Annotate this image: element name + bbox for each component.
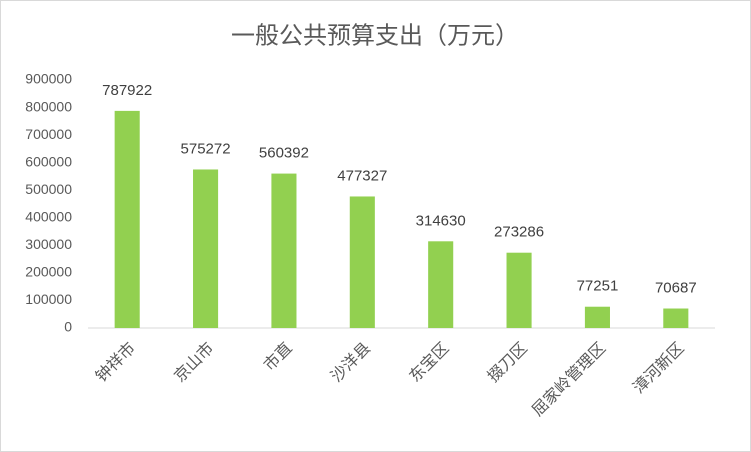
- y-tick-label: 900000: [25, 71, 72, 87]
- bar: [114, 110, 140, 328]
- y-tick-label: 700000: [25, 126, 72, 142]
- y-tick-label: 200000: [25, 264, 72, 280]
- bar: [506, 252, 532, 328]
- bar: [349, 196, 375, 328]
- data-label: 575272: [181, 140, 231, 157]
- bar: [663, 308, 689, 328]
- y-tick-label: 100000: [25, 291, 72, 307]
- data-label: 314630: [416, 212, 466, 229]
- y-tick-label: 300000: [25, 236, 72, 252]
- bar: [193, 169, 219, 328]
- data-label: 70687: [655, 279, 697, 296]
- bar: [584, 306, 610, 328]
- chart-title: 一般公共预算支出（万元）: [231, 22, 519, 49]
- y-tick-label: 800000: [25, 98, 72, 114]
- y-tick-label: 500000: [25, 181, 72, 197]
- y-tick-label: 600000: [25, 153, 72, 169]
- y-tick-label: 0: [64, 319, 72, 335]
- data-label: 787922: [102, 82, 152, 99]
- data-label: 273286: [494, 224, 544, 241]
- y-tick-label: 400000: [25, 208, 72, 224]
- bar: [428, 241, 454, 328]
- bar: [271, 173, 297, 328]
- data-label: 477327: [337, 167, 387, 184]
- data-label: 560392: [259, 145, 309, 162]
- data-label: 77251: [577, 278, 619, 295]
